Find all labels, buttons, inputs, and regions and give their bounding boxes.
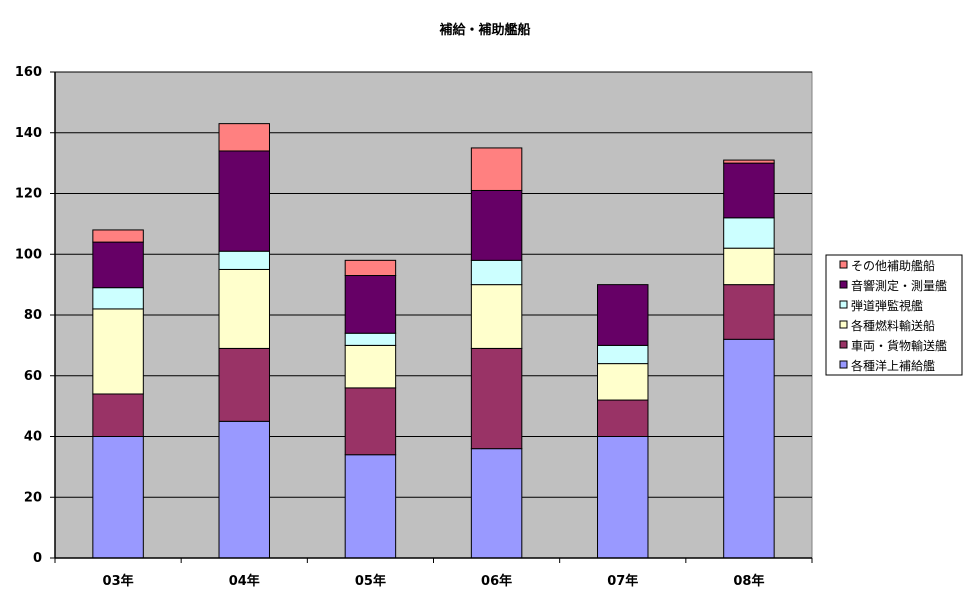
y-tick-label: 100 — [15, 247, 42, 262]
bar-segment — [92, 229, 144, 243]
bar-segment — [470, 284, 523, 349]
x-tick-label: 06年 — [481, 573, 512, 589]
legend-swatch — [839, 360, 848, 369]
axes — [50, 71, 813, 563]
bar-segment — [218, 123, 270, 152]
bar-segment — [344, 332, 397, 346]
chart-title: 補給・補助艦船 — [438, 22, 530, 38]
legend-box — [825, 254, 963, 376]
bar-segment — [218, 268, 270, 349]
y-tick-label: 60 — [24, 369, 42, 384]
bar-segment — [218, 150, 270, 252]
bar-segment — [344, 259, 397, 277]
bar-segment — [92, 241, 144, 289]
y-tick-label: 80 — [24, 308, 42, 323]
x-tick-label: 08年 — [733, 573, 764, 589]
bar-segment — [218, 250, 270, 270]
gridlines — [55, 71, 812, 498]
bar-segment — [92, 436, 144, 559]
legend-label: 音響測定・測量艦 — [851, 278, 947, 293]
bar-segment — [723, 284, 775, 340]
bar-segment — [597, 399, 649, 437]
bar-segment — [597, 436, 649, 559]
legend-swatch — [839, 340, 848, 349]
legend-swatch — [839, 260, 848, 269]
y-tick-labels: 0 20 40 60 80 100 120 140 160 — [15, 65, 42, 566]
bar-segment — [470, 347, 523, 450]
bar-segment — [92, 393, 144, 438]
x-tick-label: 04年 — [229, 573, 260, 589]
legend-label: 弾道弾監視艦 — [851, 298, 923, 313]
bar-segment — [470, 448, 523, 559]
bar-segment — [344, 275, 397, 334]
legend-label: 各種燃料輸送船 — [851, 318, 935, 333]
bar-segment — [218, 420, 270, 559]
bar-segment — [470, 189, 523, 261]
legend-swatch — [839, 280, 848, 289]
bar-segment — [92, 287, 144, 310]
y-tick-label: 140 — [15, 126, 42, 141]
legend-label: その他補助艦船 — [851, 259, 935, 273]
bar-segment — [344, 387, 397, 456]
bar-segment — [723, 338, 775, 559]
legend: その他補助艦船音響測定・測量艦弾道弾監視艦各種燃料輸送船車両・貨物輸送艦各種洋上… — [825, 254, 963, 376]
bar-segment — [723, 247, 775, 286]
legend-label: 各種洋上補給艦 — [851, 358, 935, 373]
bar-segment — [470, 147, 523, 191]
legend-swatch — [839, 320, 848, 329]
bar-segment — [597, 344, 649, 365]
y-tick-label: 120 — [15, 187, 42, 202]
bar-segment — [597, 284, 649, 346]
bar-segment — [218, 347, 270, 422]
bar-segment — [723, 217, 775, 249]
legend-label: 車両・貨物輸送艦 — [851, 338, 947, 353]
bar-segment — [92, 308, 144, 395]
x-tick-label: 03年 — [103, 573, 134, 589]
bar-segment — [723, 162, 775, 219]
x-tick-labels: 03年 04年 05年 06年 07年 08年 — [103, 573, 765, 589]
bars — [92, 123, 775, 559]
bar-segment — [597, 363, 649, 401]
y-tick-label: 20 — [24, 490, 42, 505]
x-tick-label: 05年 — [355, 573, 386, 589]
y-tick-label: 0 — [33, 551, 42, 566]
y-tick-label: 160 — [15, 65, 42, 80]
x-tick-label: 07年 — [607, 573, 638, 589]
bar-segment — [344, 454, 397, 559]
y-tick-label: 40 — [24, 430, 42, 445]
bar-segment — [723, 159, 775, 164]
legend-swatch — [839, 300, 848, 309]
bar-segment — [344, 344, 397, 389]
bar-segment — [470, 259, 523, 286]
